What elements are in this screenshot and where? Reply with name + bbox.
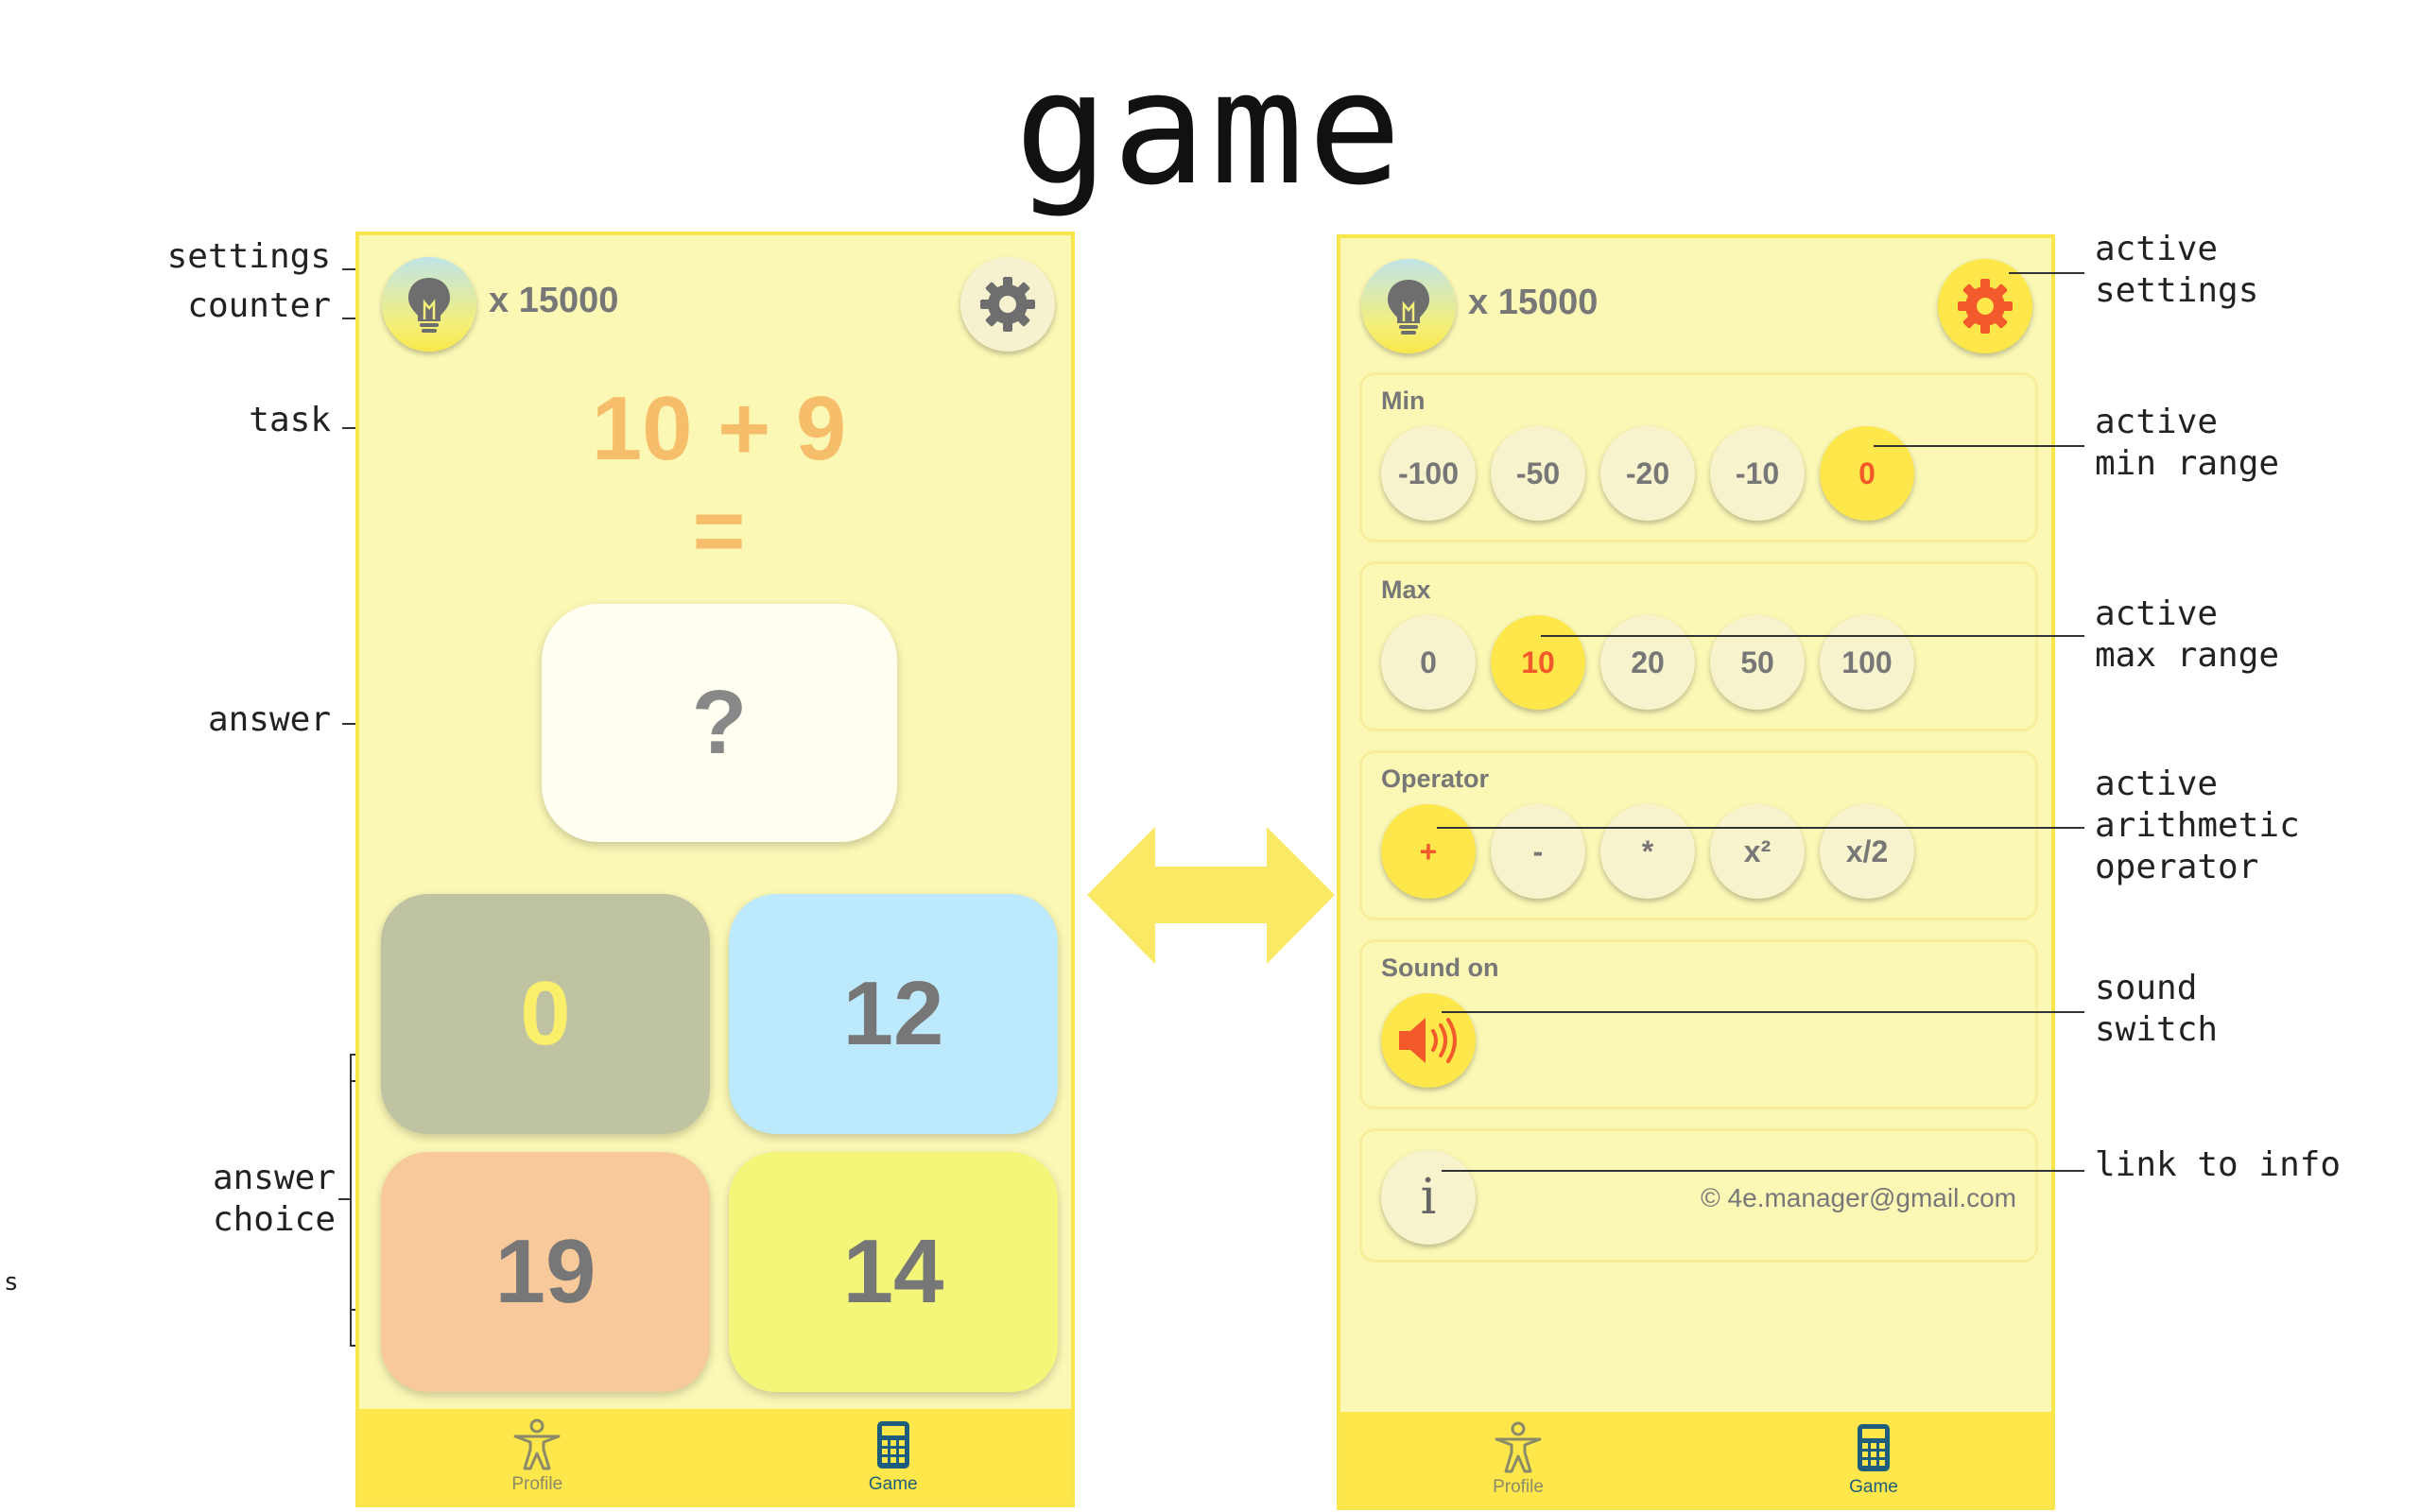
tab-profile-label-settings: Profile (1493, 1477, 1544, 1497)
double-arrow-icon (1087, 827, 1335, 964)
label-answer-choice: answer choice (212, 1159, 336, 1239)
leader-choice-bracket (350, 1054, 352, 1347)
label-active-min: active min range (2095, 403, 2280, 483)
max-option-3[interactable]: 20 (1600, 615, 1695, 710)
max-option-5[interactable]: 100 (1820, 615, 1914, 710)
info-panel: i © 4e.manager@gmail.com (1359, 1128, 2038, 1263)
diagram-title: game (1014, 38, 1406, 219)
tab-profile-settings[interactable]: Profile (1340, 1412, 1696, 1506)
hint-counter-settings: x 15000 (1468, 283, 1599, 322)
operator-multiply[interactable]: * (1600, 804, 1695, 899)
settings-screen: x 15000 Min -100 -50 -20 -10 0 Max (1337, 234, 2055, 1510)
tab-game-settings[interactable]: Game (1696, 1412, 2051, 1506)
max-option-2-selected[interactable]: 10 (1491, 615, 1585, 710)
max-label: Max (1381, 576, 1431, 604)
lightbulb-icon (1388, 280, 1429, 335)
sound-panel: Sound on (1359, 939, 2038, 1109)
hint-counter: x 15000 (489, 281, 619, 320)
hint-button[interactable] (382, 257, 476, 352)
min-panel: Min -100 -50 -20 -10 0 (1359, 372, 2038, 542)
max-option-1[interactable]: 0 (1381, 615, 1476, 710)
tab-game-label-settings: Game (1849, 1477, 1898, 1497)
calculator-icon (876, 1421, 909, 1469)
leader-sound (1442, 1011, 2084, 1013)
min-option-3[interactable]: -20 (1600, 426, 1695, 521)
min-option-1[interactable]: -100 (1381, 426, 1476, 521)
answer-choice-3[interactable]: 19 (381, 1152, 710, 1392)
sound-toggle[interactable] (1381, 993, 1476, 1088)
leader-active-max (1541, 635, 2084, 637)
label-counter: counter (187, 286, 331, 325)
label-settings: settings (166, 237, 331, 276)
task-equals: = (692, 480, 746, 581)
answer-box: ? (542, 604, 897, 842)
label-answer: answer (207, 700, 331, 739)
hint-button-settings[interactable] (1361, 259, 1456, 353)
gear-icon (980, 277, 1035, 332)
tab-game[interactable]: Game (716, 1409, 1072, 1503)
min-option-4[interactable]: -10 (1710, 426, 1805, 521)
operator-plus-selected[interactable]: + (1381, 804, 1476, 899)
lightbulb-icon (408, 278, 450, 333)
answer-choice-4[interactable]: 14 (729, 1152, 1058, 1392)
accessibility-person-icon (513, 1418, 561, 1470)
task-expression: 10 + 9 (591, 378, 847, 479)
max-option-4[interactable]: 50 (1710, 615, 1805, 710)
label-task: task (249, 401, 331, 439)
label-link-info: link to info (2095, 1145, 2342, 1184)
tab-profile[interactable]: Profile (359, 1409, 716, 1503)
min-label: Min (1381, 387, 1426, 415)
leader-active-operator (1437, 827, 2084, 829)
tab-game-label: Game (868, 1474, 918, 1494)
accessibility-person-icon (1495, 1421, 1542, 1473)
calculator-icon (1858, 1424, 1890, 1471)
label-sound-switch: sound switch (2095, 969, 2219, 1049)
leader-choice-stub (338, 1198, 350, 1200)
operator-panel: Operator + - * x² x/2 (1359, 750, 2038, 920)
settings-button-active[interactable] (1938, 259, 2032, 353)
label-active-operator: active arithmetic operator (2095, 765, 2300, 886)
leader-active-settings (2009, 272, 2084, 274)
min-option-2[interactable]: -50 (1491, 426, 1585, 521)
contact-email[interactable]: © 4e.manager@gmail.com (1701, 1183, 2016, 1212)
answer-choice-2[interactable]: 12 (729, 894, 1058, 1134)
tab-profile-label: Profile (511, 1474, 563, 1494)
leader-active-min (1874, 445, 2084, 447)
operator-label: Operator (1381, 765, 1490, 793)
label-active-settings: active settings (2095, 230, 2259, 310)
info-button[interactable]: i (1381, 1150, 1476, 1245)
min-option-5-selected[interactable]: 0 (1820, 426, 1914, 521)
tab-bar-settings: Profile Game (1340, 1412, 2051, 1506)
max-panel: Max 0 10 20 50 100 (1359, 561, 2038, 731)
speaker-icon (1399, 1018, 1457, 1063)
operator-minus[interactable]: - (1491, 804, 1585, 899)
operator-square[interactable]: x² (1710, 804, 1805, 899)
settings-button[interactable] (960, 257, 1055, 352)
operator-half[interactable]: x/2 (1820, 804, 1914, 899)
label-active-max: active max range (2095, 594, 2280, 675)
gear-icon (1958, 279, 2013, 334)
tab-bar: Profile Game (359, 1409, 1071, 1503)
game-screen: x 15000 10 + 9 = ? 0 12 19 14 (355, 232, 1075, 1507)
leader-info (1442, 1170, 2084, 1172)
answer-choice-1[interactable]: 0 (381, 894, 710, 1134)
label-stray: s (4, 1268, 19, 1297)
sound-label: Sound on (1381, 954, 1499, 982)
